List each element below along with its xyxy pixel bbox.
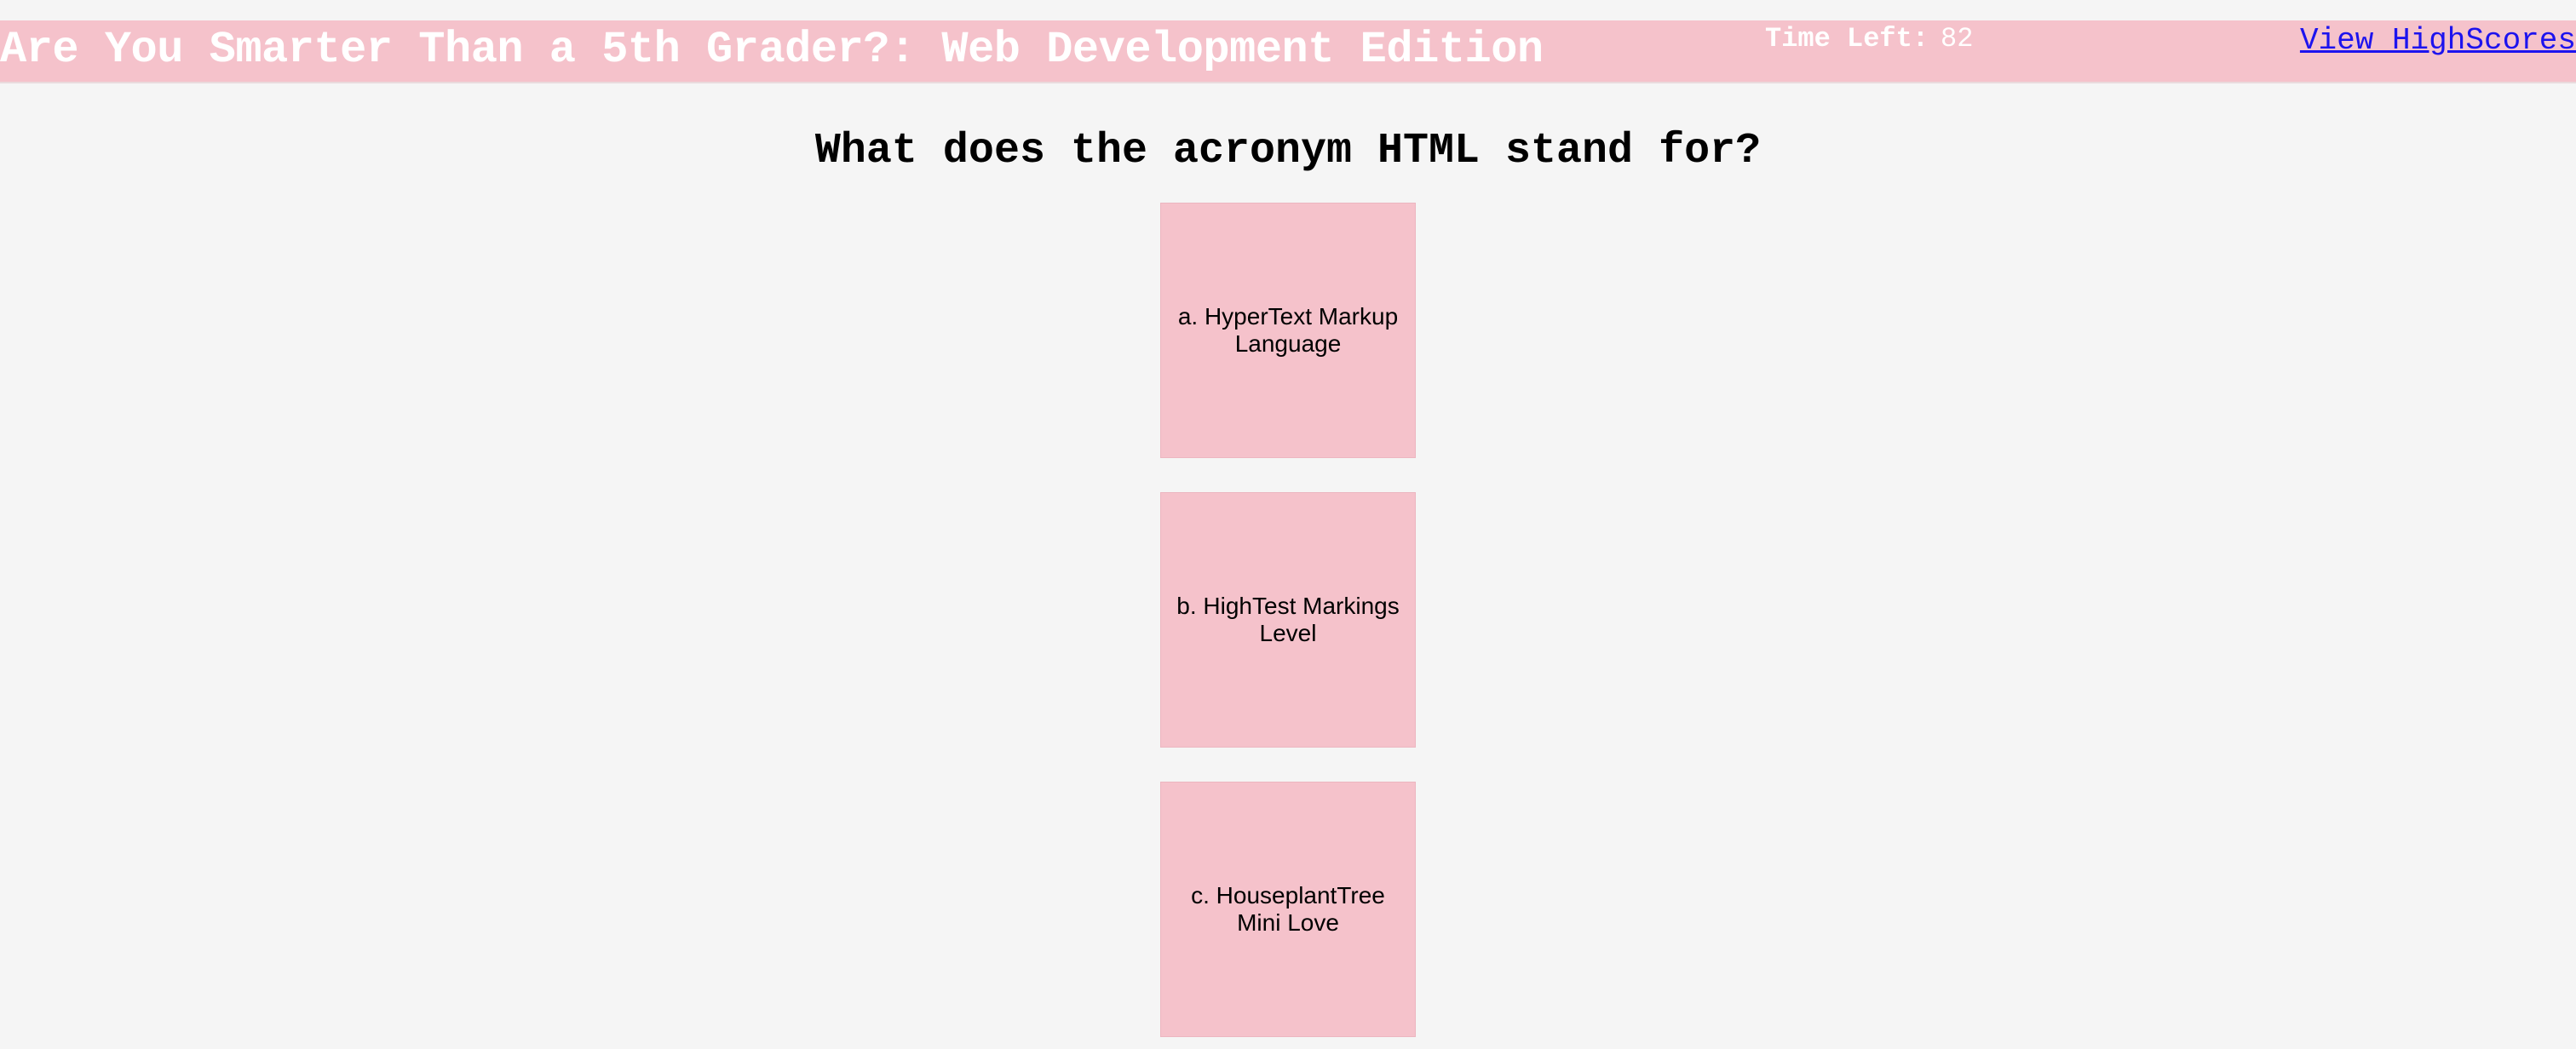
question-text: What does the acronym HTML stand for? — [814, 127, 1762, 175]
timer: Time Left: 82 — [1765, 24, 1973, 54]
answer-label-a: a. HyperText Markup Language — [1177, 302, 1399, 357]
answer-button-a[interactable]: a. HyperText Markup Language — [1160, 203, 1416, 458]
view-highscores-link[interactable]: View HighScores — [2299, 23, 2576, 58]
answer-label-c: c. HouseplantTree Mini Love — [1191, 881, 1385, 936]
answer-button-b[interactable]: b. HighTest Markings Level — [1160, 492, 1416, 748]
page-title: Are You Smarter Than a 5th Grader?: Web … — [0, 25, 1544, 75]
answer-button-c[interactable]: c. HouseplantTree Mini Love — [1160, 782, 1416, 1037]
timer-value: 82 — [1941, 23, 1974, 54]
answer-label-b: b. HighTest Markings Level — [1176, 592, 1400, 646]
header-bar: Are You Smarter Than a 5th Grader?: Web … — [0, 20, 2576, 83]
timer-label: Time Left: — [1765, 23, 1929, 54]
